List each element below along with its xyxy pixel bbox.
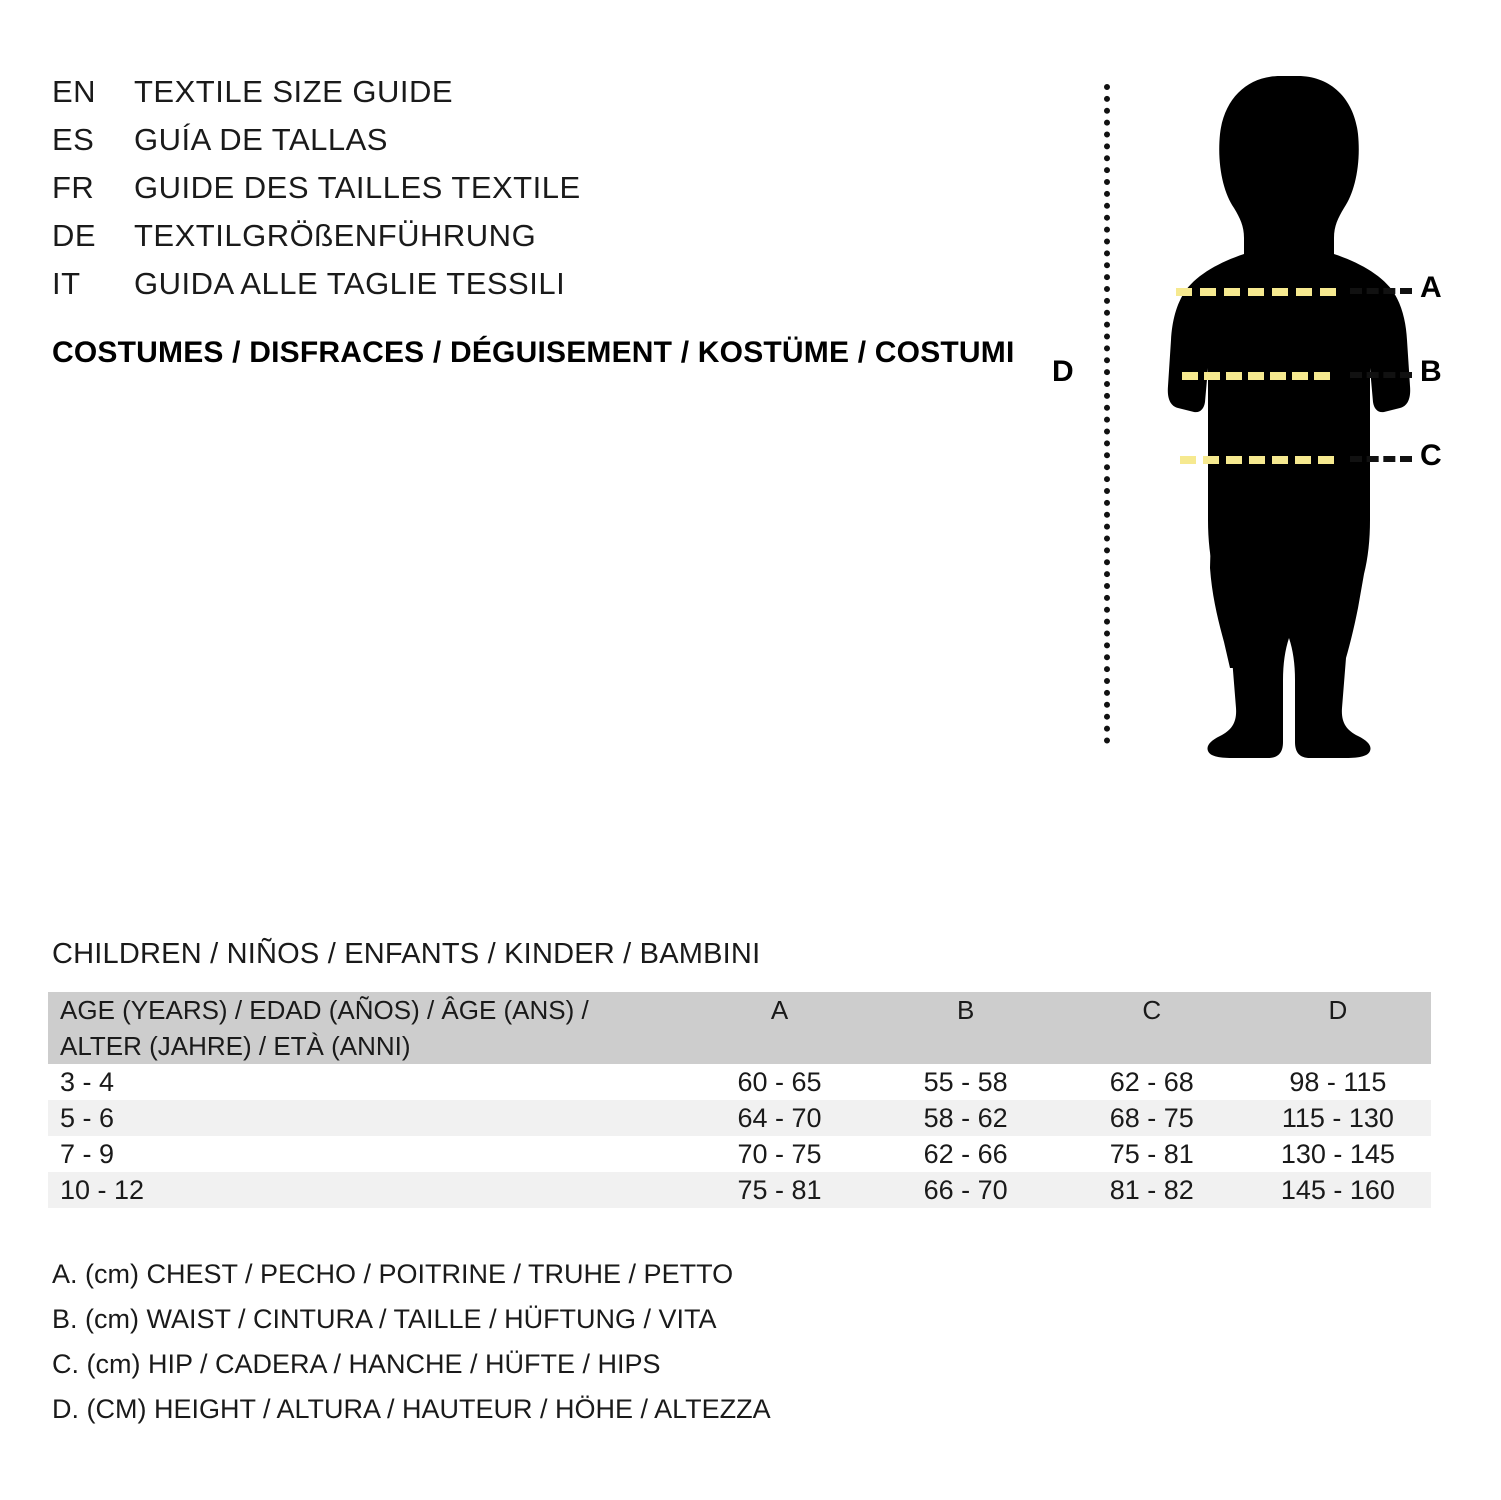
waist-marker-label: B bbox=[1420, 355, 1442, 388]
height-reference-line bbox=[1104, 84, 1110, 744]
cell-waist: 66 - 70 bbox=[872, 1172, 1059, 1208]
children-section-title: CHILDREN / NIÑOS / ENFANTS / KINDER / BA… bbox=[52, 938, 761, 970]
cell-hip: 68 - 75 bbox=[1058, 1100, 1245, 1136]
cell-age: 3 - 4 bbox=[48, 1064, 687, 1100]
language-code-it: IT bbox=[52, 266, 81, 301]
cell-height: 115 - 130 bbox=[1244, 1100, 1431, 1136]
cell-hip: 75 - 81 bbox=[1058, 1136, 1245, 1172]
costume-categories-subtitle: COSTUMES / DISFRACES / DÉGUISEMENT / KOS… bbox=[52, 336, 1015, 369]
hip-leader-line bbox=[1350, 456, 1412, 462]
language-code-de: DE bbox=[52, 218, 97, 253]
cell-waist: 58 - 62 bbox=[872, 1100, 1059, 1136]
chest-leader-line bbox=[1350, 288, 1412, 294]
cell-age: 10 - 12 bbox=[48, 1172, 687, 1208]
measurement-figure: D A B C bbox=[1020, 60, 1480, 770]
language-text-es: GUÍA DE TALLAS bbox=[134, 122, 388, 157]
column-header-b: B bbox=[872, 992, 1059, 1064]
waist-measurement-line bbox=[1182, 372, 1330, 380]
children-size-table: AGE (YEARS) / EDAD (AÑOS) / ÂGE (ANS) / … bbox=[48, 992, 1431, 1208]
cell-age: 5 - 6 bbox=[48, 1100, 687, 1136]
column-header-c: C bbox=[1058, 992, 1245, 1064]
table-row: 10 - 12 75 - 81 66 - 70 81 - 82 145 - 16… bbox=[48, 1172, 1431, 1208]
language-text-de: TEXTILGRÖßENFÜHRUNG bbox=[134, 218, 537, 253]
cell-height: 145 - 160 bbox=[1244, 1172, 1431, 1208]
language-row-de: DE TEXTILGRÖßENFÜHRUNG bbox=[52, 218, 672, 266]
cell-chest: 60 - 65 bbox=[686, 1064, 873, 1100]
language-row-es: ES GUÍA DE TALLAS bbox=[52, 122, 672, 170]
cell-hip: 81 - 82 bbox=[1058, 1172, 1245, 1208]
age-header-line-1: AGE (YEARS) / EDAD (AÑOS) / ÂGE (ANS) / bbox=[60, 995, 589, 1025]
cell-height: 130 - 145 bbox=[1244, 1136, 1431, 1172]
language-header-block: EN TEXTILE SIZE GUIDE ES GUÍA DE TALLAS … bbox=[52, 74, 672, 314]
language-row-fr: FR GUIDE DES TAILLES TEXTILE bbox=[52, 170, 672, 218]
hip-measurement-line bbox=[1180, 456, 1334, 464]
legend-item-height: D. (CM) HEIGHT / ALTURA / HAUTEUR / HÖHE… bbox=[52, 1394, 771, 1424]
table-row: 3 - 4 60 - 65 55 - 58 62 - 68 98 - 115 bbox=[48, 1064, 1431, 1100]
language-row-en: EN TEXTILE SIZE GUIDE bbox=[52, 74, 672, 122]
language-code-es: ES bbox=[52, 122, 95, 157]
cell-waist: 55 - 58 bbox=[872, 1064, 1059, 1100]
language-code-en: EN bbox=[52, 74, 97, 109]
cell-age: 7 - 9 bbox=[48, 1136, 687, 1172]
column-header-d: D bbox=[1244, 992, 1431, 1064]
chest-marker-label: A bbox=[1420, 271, 1442, 304]
column-header-a: A bbox=[686, 992, 873, 1064]
cell-hip: 62 - 68 bbox=[1058, 1064, 1245, 1100]
age-header-line-2: ALTER (JAHRE) / ETÀ (ANNI) bbox=[60, 1031, 411, 1061]
chest-measurement-line bbox=[1176, 288, 1336, 296]
language-text-it: GUIDA ALLE TAGLIE TESSILI bbox=[134, 266, 566, 301]
table-header-row: AGE (YEARS) / EDAD (AÑOS) / ÂGE (ANS) / … bbox=[48, 992, 1431, 1064]
age-column-header: AGE (YEARS) / EDAD (AÑOS) / ÂGE (ANS) / … bbox=[48, 992, 687, 1064]
legend-item-waist: B. (cm) WAIST / CINTURA / TAILLE / HÜFTU… bbox=[52, 1304, 717, 1334]
table-row: 5 - 6 64 - 70 58 - 62 68 - 75 115 - 130 bbox=[48, 1100, 1431, 1136]
waist-leader-line bbox=[1350, 372, 1412, 378]
language-code-fr: FR bbox=[52, 170, 95, 205]
cell-waist: 62 - 66 bbox=[872, 1136, 1059, 1172]
language-text-en: TEXTILE SIZE GUIDE bbox=[134, 74, 454, 109]
language-row-it: IT GUIDA ALLE TAGLIE TESSILI bbox=[52, 266, 672, 314]
table-row: 7 - 9 70 - 75 62 - 66 75 - 81 130 - 145 bbox=[48, 1136, 1431, 1172]
hip-marker-label: C bbox=[1420, 439, 1442, 472]
cell-chest: 64 - 70 bbox=[686, 1100, 873, 1136]
cell-chest: 75 - 81 bbox=[686, 1172, 873, 1208]
language-text-fr: GUIDE DES TAILLES TEXTILE bbox=[134, 170, 581, 205]
height-marker-label: D bbox=[1052, 355, 1074, 388]
measurement-legend: A. (cm) CHEST / PECHO / POITRINE / TRUHE… bbox=[52, 1252, 952, 1432]
cell-chest: 70 - 75 bbox=[686, 1136, 873, 1172]
legend-item-hip: C. (cm) HIP / CADERA / HANCHE / HÜFTE / … bbox=[52, 1349, 661, 1379]
legend-item-chest: A. (cm) CHEST / PECHO / POITRINE / TRUHE… bbox=[52, 1259, 734, 1289]
child-silhouette-icon bbox=[1167, 76, 1411, 758]
cell-height: 98 - 115 bbox=[1244, 1064, 1431, 1100]
